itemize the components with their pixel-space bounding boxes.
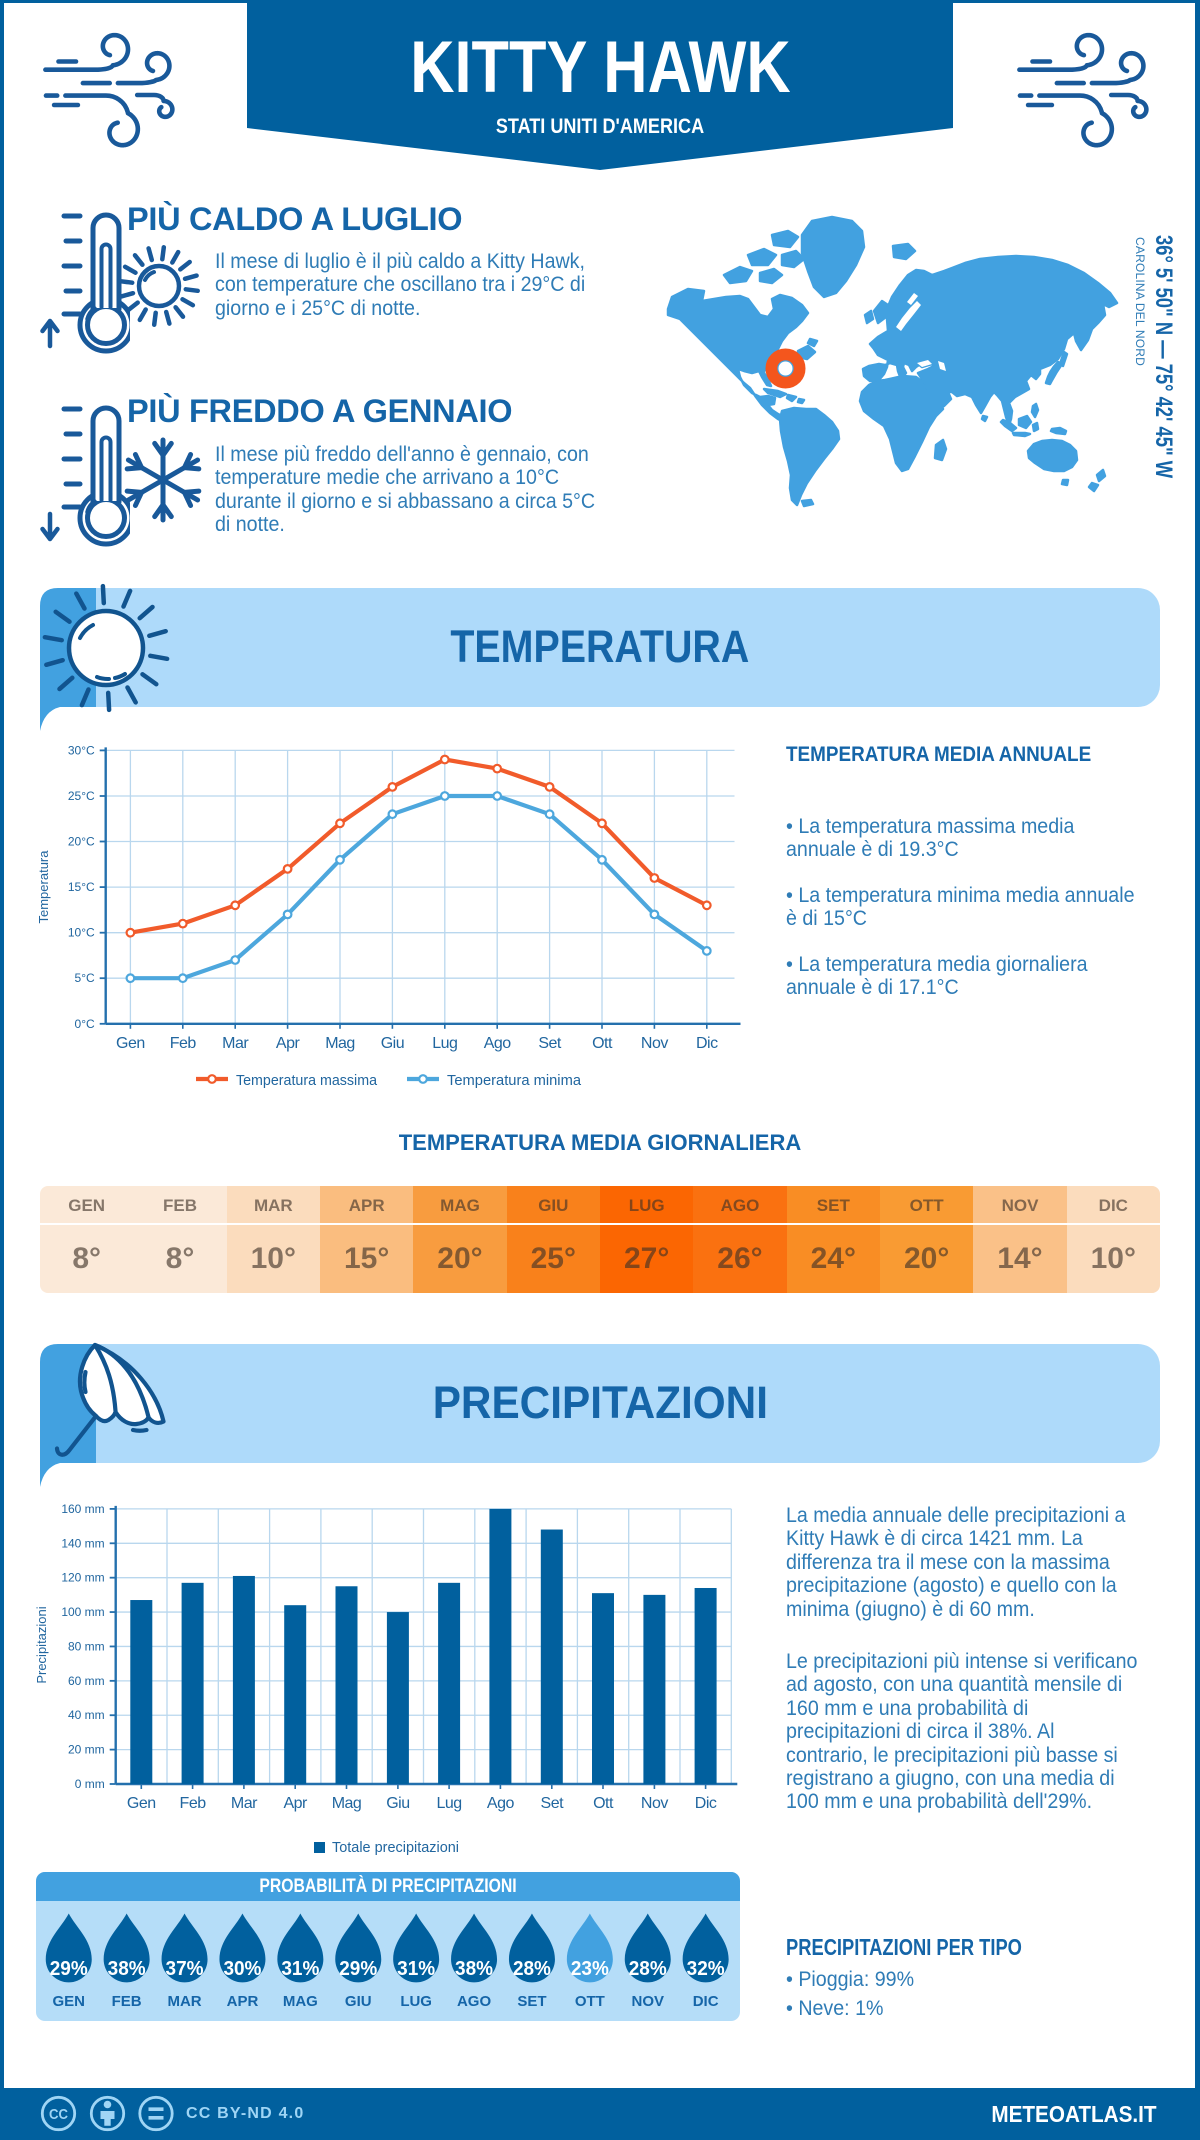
svg-text:15°C: 15°C xyxy=(68,880,95,894)
svg-text:Nov: Nov xyxy=(641,1035,668,1052)
svg-text:DIC: DIC xyxy=(693,1993,719,2010)
svg-text:38%: 38% xyxy=(455,1957,493,1980)
svg-text:Giu: Giu xyxy=(381,1035,404,1052)
svg-text:Mag: Mag xyxy=(332,1795,362,1812)
svg-text:120 mm: 120 mm xyxy=(61,1571,104,1585)
svg-text:Temperatura massima: Temperatura massima xyxy=(236,1072,378,1089)
svg-text:LUG: LUG xyxy=(400,1993,432,2010)
svg-text:0 mm: 0 mm xyxy=(75,1777,105,1791)
svg-text:CC: CC xyxy=(49,2107,68,2123)
svg-text:Apr: Apr xyxy=(276,1035,301,1052)
svg-text:160 mm: 160 mm xyxy=(61,1502,104,1516)
svg-text:Set: Set xyxy=(541,1795,565,1812)
svg-text:5°C: 5°C xyxy=(75,971,95,985)
svg-text:AGO: AGO xyxy=(457,1993,492,2010)
svg-text:Set: Set xyxy=(538,1035,562,1052)
svg-text:Apr: Apr xyxy=(283,1795,308,1812)
svg-text:20°C: 20°C xyxy=(68,835,95,849)
svg-text:Temperatura: Temperatura xyxy=(36,850,51,924)
svg-text:140 mm: 140 mm xyxy=(61,1536,104,1550)
svg-text:Dic: Dic xyxy=(695,1795,717,1812)
svg-text:10°C: 10°C xyxy=(68,926,95,940)
svg-text:GEN: GEN xyxy=(52,1993,85,2010)
svg-text:MAR: MAR xyxy=(167,1993,201,2010)
svg-text:Nov: Nov xyxy=(641,1795,668,1812)
svg-text:Giu: Giu xyxy=(386,1795,409,1812)
svg-text:Mag: Mag xyxy=(325,1035,355,1052)
svg-text:80 mm: 80 mm xyxy=(68,1639,105,1653)
svg-text:Ott: Ott xyxy=(593,1795,614,1812)
svg-text:Feb: Feb xyxy=(170,1035,197,1052)
svg-text:Gen: Gen xyxy=(116,1035,145,1052)
svg-text:40 mm: 40 mm xyxy=(68,1708,105,1722)
svg-text:30°C: 30°C xyxy=(68,743,95,757)
svg-text:Temperatura minima: Temperatura minima xyxy=(447,1072,582,1089)
svg-text:Totale precipitazioni: Totale precipitazioni xyxy=(332,1839,459,1856)
svg-text:FEB: FEB xyxy=(112,1993,142,2010)
svg-text:Mar: Mar xyxy=(222,1035,249,1052)
svg-text:Ott: Ott xyxy=(592,1035,613,1052)
svg-text:SET: SET xyxy=(517,1993,546,2010)
svg-text:23%: 23% xyxy=(571,1957,609,1980)
svg-text:31%: 31% xyxy=(281,1957,319,1980)
svg-text:NOV: NOV xyxy=(631,1993,664,2010)
svg-text:Ago: Ago xyxy=(487,1795,515,1812)
svg-text:Ago: Ago xyxy=(484,1035,512,1052)
svg-text:Mar: Mar xyxy=(231,1795,258,1812)
svg-text:100 mm: 100 mm xyxy=(61,1605,104,1619)
svg-text:GIU: GIU xyxy=(345,1993,372,2010)
svg-text:OTT: OTT xyxy=(575,1993,605,2010)
svg-text:Gen: Gen xyxy=(127,1795,156,1812)
svg-text:38%: 38% xyxy=(108,1957,146,1980)
svg-text:Dic: Dic xyxy=(696,1035,718,1052)
svg-text:0°C: 0°C xyxy=(75,1017,95,1031)
svg-text:Feb: Feb xyxy=(180,1795,207,1812)
svg-text:Lug: Lug xyxy=(432,1035,457,1052)
svg-text:28%: 28% xyxy=(513,1957,551,1980)
svg-text:60 mm: 60 mm xyxy=(68,1674,105,1688)
svg-text:30%: 30% xyxy=(223,1957,261,1980)
svg-text:31%: 31% xyxy=(397,1957,435,1980)
svg-text:APR: APR xyxy=(227,1993,259,2010)
svg-text:Lug: Lug xyxy=(436,1795,461,1812)
svg-text:32%: 32% xyxy=(687,1957,725,1980)
svg-text:28%: 28% xyxy=(629,1957,667,1980)
svg-text:20 mm: 20 mm xyxy=(68,1743,105,1757)
svg-text:25°C: 25°C xyxy=(68,789,95,803)
svg-text:37%: 37% xyxy=(166,1957,204,1980)
svg-text:29%: 29% xyxy=(50,1957,88,1980)
svg-text:MAG: MAG xyxy=(283,1993,318,2010)
svg-text:Precipitazioni: Precipitazioni xyxy=(34,1606,49,1683)
svg-text:29%: 29% xyxy=(339,1957,377,1980)
